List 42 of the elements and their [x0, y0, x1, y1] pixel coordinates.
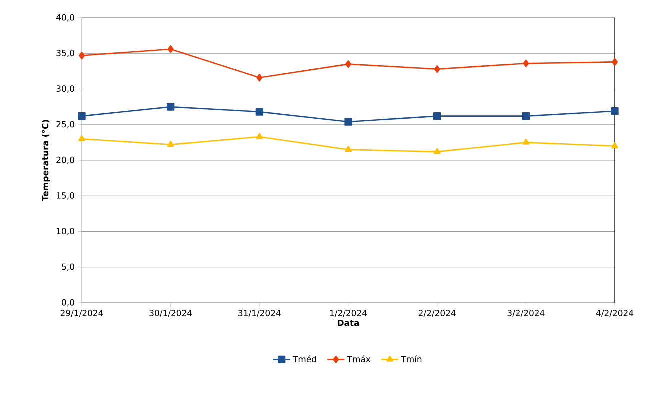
y-axis-title: Temperatura (°C) [42, 120, 50, 202]
legend-label: Tmáx [347, 356, 371, 363]
point [611, 108, 619, 116]
point [434, 65, 440, 74]
y-tick-label: 35,0 [56, 50, 74, 58]
point [256, 108, 264, 116]
y-tick-label: 15,0 [57, 192, 74, 200]
point [78, 112, 86, 120]
point [78, 135, 86, 142]
y-tick-label: 40,0 [56, 14, 74, 22]
x-axis-title: Data [338, 320, 360, 326]
x-tick-label: 3/2/2024 [508, 310, 545, 318]
x-tick-label: 4/2/2024 [596, 310, 634, 318]
point [256, 133, 264, 140]
legend-label: Tmín [401, 356, 422, 362]
point [434, 148, 441, 154]
point [522, 138, 530, 145]
point [345, 60, 352, 68]
point [256, 74, 263, 82]
point [523, 60, 530, 68]
x-tick-label: 29/1/2024 [60, 310, 104, 318]
x-tick-label: 31/1/2024 [238, 310, 281, 318]
y-tick-label: 10,0 [57, 228, 74, 236]
y-tick-label: 30,0 [56, 86, 74, 93]
y-tick-label: 25,0 [56, 121, 74, 129]
point [344, 118, 352, 126]
point [167, 140, 174, 148]
point [78, 52, 86, 60]
x-tick-label: 2/2/2024 [418, 310, 456, 318]
y-tick-label: 20,0 [56, 156, 74, 164]
point [612, 142, 618, 148]
point [168, 46, 174, 54]
point [166, 103, 175, 111]
legend-label: Tméd [292, 356, 316, 363]
point [612, 58, 618, 66]
x-tick-label: 1/2/2024 [330, 310, 368, 318]
y-tick-label: 5,0 [62, 264, 74, 272]
point [434, 112, 442, 120]
x-tick-label: 30/1/2024 [150, 310, 192, 318]
y-tick-label: 0,0 [62, 299, 74, 307]
point [345, 146, 352, 152]
point [522, 112, 530, 120]
